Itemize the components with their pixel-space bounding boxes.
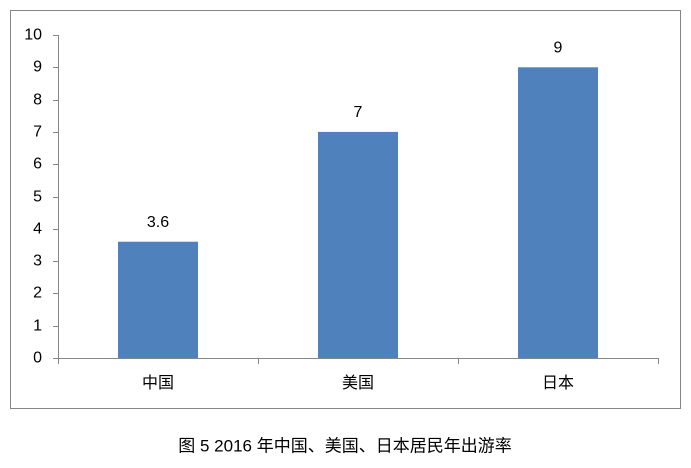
data-label: 7 <box>354 104 363 121</box>
bar <box>518 67 598 359</box>
y-tick-label: 9 <box>33 59 42 76</box>
y-tick-label: 1 <box>33 318 42 335</box>
data-label: 9 <box>554 40 563 57</box>
y-tick-label: 7 <box>33 124 42 141</box>
bar <box>318 131 398 358</box>
y-tick-label: 6 <box>33 156 42 173</box>
y-tick-label: 2 <box>33 285 42 302</box>
y-tick-label: 4 <box>33 221 42 238</box>
y-tick-label: 5 <box>33 189 42 206</box>
x-tick-label: 日本 <box>542 374 574 392</box>
data-label: 3.6 <box>147 214 169 231</box>
y-tick-label: 3 <box>33 253 42 270</box>
chart-title: 图 5 2016 年中国、美国、日本居民年出游率 <box>178 436 511 455</box>
bar <box>118 241 198 358</box>
y-tick-label: 0 <box>33 350 42 367</box>
y-tick-label: 10 <box>24 27 42 44</box>
x-tick-label: 中国 <box>142 374 174 392</box>
x-tick-label: 美国 <box>342 374 374 392</box>
y-tick-label: 8 <box>33 92 42 109</box>
